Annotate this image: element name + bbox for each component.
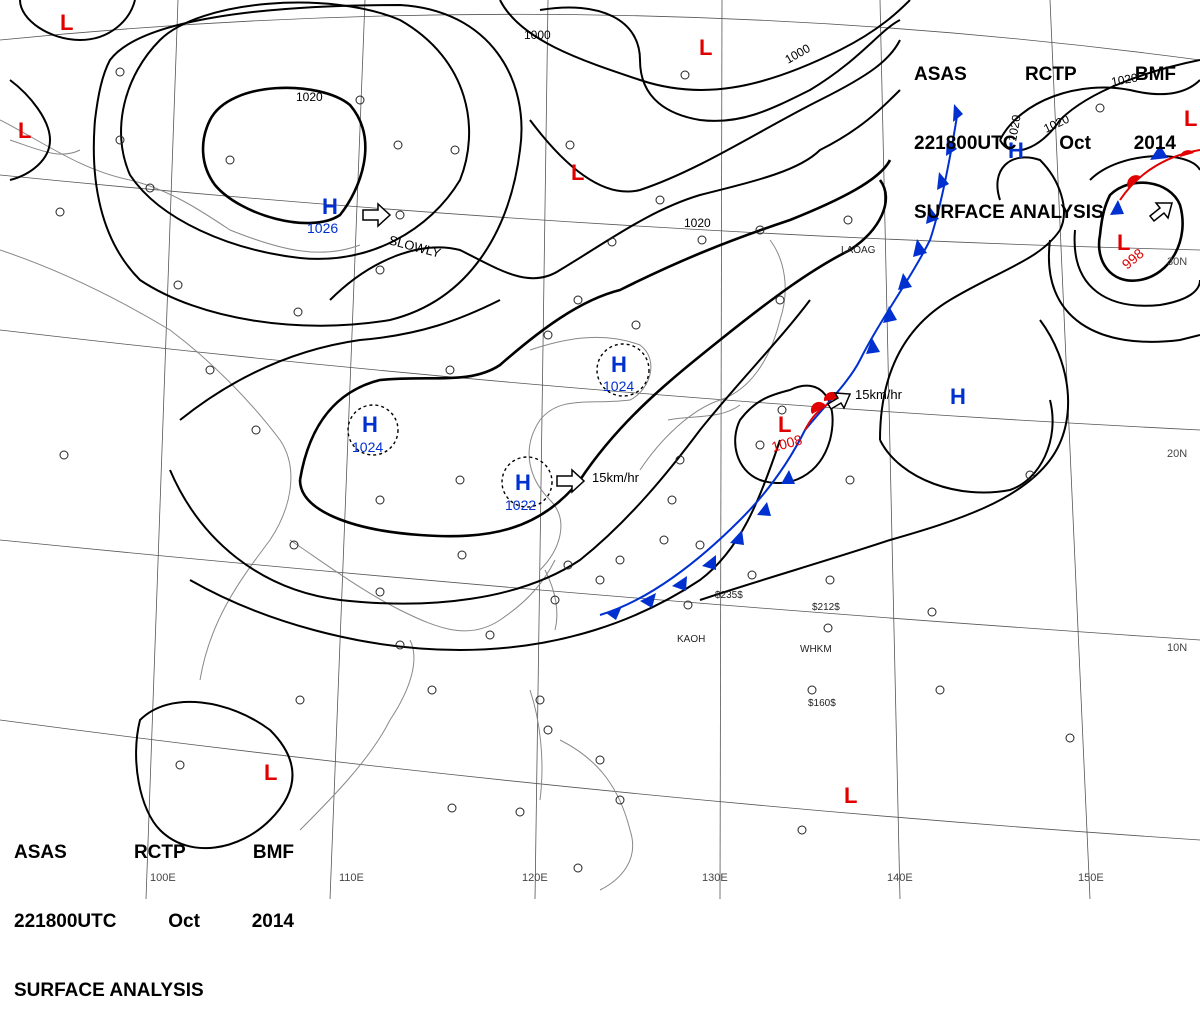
station-label: WHKM: [800, 644, 832, 655]
isobar-1026-ring: [201, 86, 367, 225]
surface-analysis-map: 1020 1000 1000 1020 1020 1020 1020 H 102…: [0, 0, 1200, 899]
isobar-label: 1020: [1110, 70, 1139, 88]
header-line-2: 221800UTC Oct 2014: [914, 132, 1176, 155]
high-marker: H: [950, 384, 966, 409]
latitude-label: 10N: [1167, 642, 1187, 654]
high-marker: H: [322, 194, 338, 219]
station-label: $160$: [808, 698, 836, 709]
low-marker: L: [18, 118, 31, 143]
station-label: $212$: [812, 602, 840, 613]
low-marker: L: [571, 160, 584, 185]
header-title: SURFACE ANALYSIS: [914, 202, 1104, 223]
isobar-label: 1000: [783, 41, 813, 67]
header-code: BMF: [1134, 64, 1176, 85]
header-month: Oct: [168, 911, 200, 932]
header-station: RCTP: [1024, 64, 1077, 85]
station-label: KAOH: [677, 634, 705, 645]
header-time: 221800UTC: [914, 133, 1017, 154]
movement-arrow: [362, 202, 392, 228]
chart-header-bottom-left: ASAS RCTP BMF 221800UTC Oct 2014 SURFACE…: [14, 795, 294, 1025]
isobar-1020-main: [298, 159, 892, 481]
longitude-label: 150E: [1078, 872, 1104, 884]
low-marker: L: [699, 35, 712, 60]
longitude-label: 110E: [339, 872, 364, 884]
longitude-label: 140E: [887, 872, 913, 884]
pressure-system-symbols: H 1026 H 1024 H 1024 H 1022 L 1008 L 998…: [18, 10, 1197, 808]
header-title: SURFACE ANALYSIS: [14, 980, 204, 1001]
low-marker: L: [60, 10, 73, 35]
low-marker: L: [844, 783, 857, 808]
movement-text: 15km/hr: [592, 470, 640, 485]
movement-arrow: [556, 468, 586, 494]
movement-arrows: SLOWLY 15km/hr 15km/hr: [362, 202, 1173, 494]
header-line-2: 221800UTC Oct 2014: [14, 910, 294, 933]
header-month: Oct: [1059, 133, 1091, 154]
high-marker: H: [1008, 138, 1024, 163]
longitude-label: 120E: [522, 872, 548, 884]
isobar-label: 1000: [524, 28, 551, 42]
station-label: $235$: [715, 590, 743, 601]
movement-arrow: [826, 392, 852, 411]
station-label: LAOAG: [841, 245, 876, 256]
movement-arrow: [1148, 202, 1173, 223]
high-pressure-value: 1024: [603, 378, 634, 394]
chart-header-top-right: ASAS RCTP BMF 221800UTC Oct 2014 SURFACE…: [914, 17, 1176, 247]
high-pressure-value: 1026: [307, 220, 338, 236]
low-marker: L: [1184, 106, 1197, 131]
header-agency: ASAS: [14, 842, 67, 863]
high-pressure-value: 1022: [505, 497, 536, 513]
low-marker: L: [778, 412, 791, 437]
header-line-1: ASAS RCTP BMF: [914, 63, 1176, 86]
latitude-label: 30N: [1167, 256, 1187, 268]
latitude-label: 20N: [1167, 448, 1187, 460]
header-station: RCTP: [133, 842, 186, 863]
isobar-label: 1020: [1005, 113, 1023, 142]
low-pressure-value: 1008: [770, 431, 804, 455]
coastlines: [0, 119, 786, 891]
grid-labels: 100E 110E 120E 130E 140E 150E 30N 20N 10…: [150, 256, 1187, 884]
isobar-label: 1020: [684, 216, 711, 230]
header-year: 2014: [251, 911, 294, 932]
isobars: [9, 0, 1200, 850]
station-models: [55, 67, 1105, 873]
movement-text: 15km/hr: [855, 387, 903, 402]
header-line-1: ASAS RCTP BMF: [14, 841, 294, 864]
high-marker: H: [611, 352, 627, 377]
header-year: 2014: [1133, 133, 1176, 154]
high-marker: H: [515, 470, 531, 495]
header-code: BMF: [252, 842, 294, 863]
low-marker: L: [1117, 230, 1130, 255]
high-centre-rings: [347, 343, 650, 508]
longitude-label: 130E: [702, 872, 728, 884]
low-marker: L: [264, 760, 277, 785]
isobar-998-ring: [1097, 181, 1184, 282]
header-time: 221800UTC: [14, 911, 117, 932]
high-marker: H: [362, 412, 378, 437]
header-agency: ASAS: [914, 64, 967, 85]
station-labels: LAOAG KAOH WHKM $235$ $160$ $212$: [677, 245, 876, 709]
isobar-label: 1020: [296, 90, 323, 104]
high-pressure-value: 1024: [352, 439, 383, 455]
longitude-label: 100E: [150, 872, 176, 884]
